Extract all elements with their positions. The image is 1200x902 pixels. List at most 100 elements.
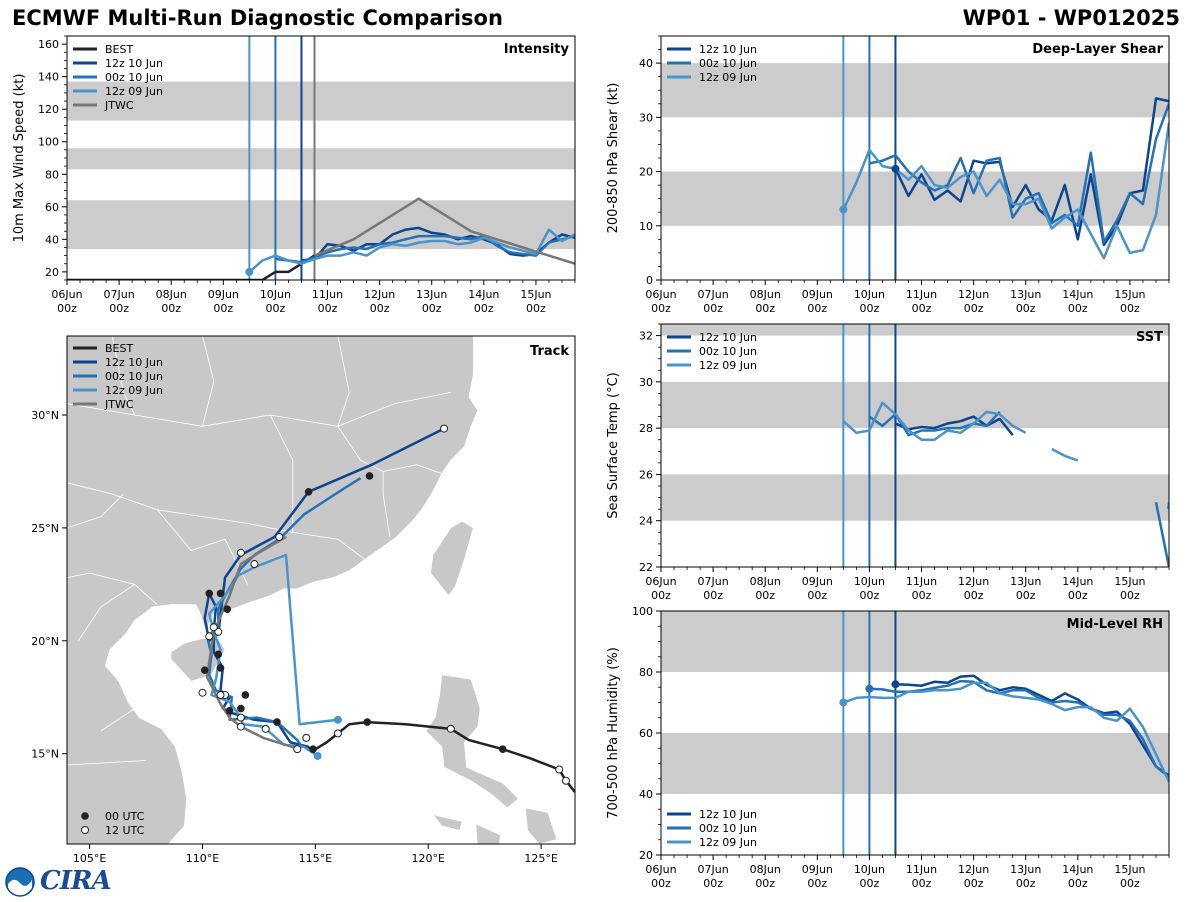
track-marker-00z-3 xyxy=(273,718,281,726)
track-ytick-label-0: 15°N xyxy=(31,748,59,761)
track-marker-legend-00z xyxy=(81,812,89,820)
sst-ytick-label-1: 24 xyxy=(639,515,653,528)
track-panel: 105°E 110°E 115°E 120°E 125°E 15°N 20°N 25°N 30°… xyxy=(31,335,576,865)
rh-xtick-hour-6: 00z xyxy=(964,877,984,890)
rh-band-1 xyxy=(661,611,1169,672)
intensity-xtick-hour-6: 00z xyxy=(370,302,390,315)
rh-xtick-hour-1: 00z xyxy=(703,877,723,890)
track-legend-label-1: 12z 10 Jun xyxy=(105,356,163,369)
intensity-series-4 xyxy=(314,197,575,265)
track-marker-12z-0 xyxy=(555,765,564,774)
land-7 xyxy=(431,813,463,831)
intensity-xtick-date-3: 09Jun xyxy=(208,288,239,301)
shear-band-1 xyxy=(661,63,1169,118)
shear-band-0 xyxy=(661,171,1169,226)
sst-xtick-date-1: 07Jun xyxy=(698,575,729,588)
intensity-ylabel: 10m Max Wind Speed (kt) xyxy=(12,74,27,243)
intensity-xtick-date-7: 13Jun xyxy=(416,288,447,301)
sst-xtick-date-5: 11Jun xyxy=(906,575,937,588)
rh-xtick-hour-2: 00z xyxy=(755,877,775,890)
sst-frame xyxy=(660,323,1170,568)
intensity-xtick-hour-2: 00z xyxy=(161,302,181,315)
track-marker-12z-4 xyxy=(302,733,311,742)
track-marker-00z-14 xyxy=(365,472,374,480)
sst-xtick-hour-4: 00z xyxy=(860,589,880,602)
intensity-ytick-label-0: 20 xyxy=(45,266,59,279)
sst-xtick-date-3: 09Jun xyxy=(802,575,833,588)
rh-xtick-hour-0: 00z xyxy=(651,877,671,890)
intensity-panel: 2040608010012014016006Jun00z07Jun00z08Ju… xyxy=(12,35,576,315)
province-border-13 xyxy=(100,708,135,732)
track-marker-00z-4 xyxy=(241,691,250,699)
sst-xtick-hour-3: 00z xyxy=(807,589,827,602)
track-xtick-label-2: 115°E xyxy=(299,852,332,865)
track-marker-00z-12 xyxy=(223,605,232,613)
track-marker-12z-17 xyxy=(275,532,284,541)
rh-ytick-label-1: 40 xyxy=(639,788,653,801)
intensity-ytick-label-4: 100 xyxy=(38,136,59,149)
intensity-band-2 xyxy=(67,81,575,121)
shear-legend-label-0: 12z 10 Jun xyxy=(699,43,757,56)
sst-xtick-date-2: 08Jun xyxy=(750,575,781,588)
rh-init-point-2 xyxy=(891,680,900,689)
track-marker-12z-1 xyxy=(561,776,570,785)
intensity-title: Intensity xyxy=(504,42,570,57)
intensity-xtick-hour-5: 00z xyxy=(318,302,338,315)
shear-xtick-date-9: 15Jun xyxy=(1114,288,1145,301)
track-marker-12z-5 xyxy=(293,745,302,754)
shear-xtick-date-1: 07Jun xyxy=(698,288,729,301)
main-title: ECMWF Multi-Run Diagnostic Comparison xyxy=(12,6,503,30)
track-marker-00z-7 xyxy=(216,664,225,672)
sst-xtick-hour-7: 00z xyxy=(1016,589,1036,602)
rh-ytick-label-2: 60 xyxy=(639,727,653,740)
shear-xtick-date-4: 10Jun xyxy=(854,288,885,301)
shear-xtick-hour-6: 00z xyxy=(964,302,984,315)
shear-xtick-date-0: 06Jun xyxy=(645,288,676,301)
sst-xtick-date-0: 06Jun xyxy=(645,575,676,588)
shear-xtick-date-2: 08Jun xyxy=(750,288,781,301)
track-xtick-label-0: 105°E xyxy=(73,852,106,865)
track-legend-label-3: 12z 09 Jun xyxy=(105,384,163,397)
track-marker-12z-15 xyxy=(236,548,245,557)
rh-xtick-date-8: 14Jun xyxy=(1062,863,1093,876)
intensity-ytick-label-2: 60 xyxy=(45,201,59,214)
rh-legend-label-2: 12z 09 Jun xyxy=(699,836,757,849)
rh-series-2 xyxy=(842,681,1169,783)
rh-plot-area xyxy=(661,611,1169,855)
intensity-xtick-date-9: 15Jun xyxy=(520,288,551,301)
track-marker-00z-10 xyxy=(205,589,214,598)
rh-xtick-date-2: 08Jun xyxy=(750,863,781,876)
track-marker-00z-8 xyxy=(214,650,223,659)
track-series-4 xyxy=(205,535,300,751)
sst-legend-label-1: 00z 10 Jun xyxy=(699,345,757,358)
sst-xtick-hour-2: 00z xyxy=(755,589,775,602)
shear-xtick-hour-2: 00z xyxy=(755,302,775,315)
sst-xtick-date-8: 14Jun xyxy=(1062,575,1093,588)
track-marker-12z-10 xyxy=(216,690,225,699)
track-ytick-label-2: 25°N xyxy=(31,522,59,535)
province-border-14 xyxy=(67,760,147,766)
intensity-series-2 xyxy=(275,234,575,264)
intensity-legend-label-3: 12z 09 Jun xyxy=(105,85,163,98)
province-border-4 xyxy=(269,414,294,533)
shear-xtick-hour-8: 00z xyxy=(1068,302,1088,315)
rh-xtick-hour-9: 00z xyxy=(1120,877,1140,890)
province-border-7 xyxy=(337,336,350,427)
intensity-xtick-hour-7: 00z xyxy=(422,302,442,315)
intensity-xtick-date-5: 11Jun xyxy=(312,288,343,301)
cira-logo-text: CIRA xyxy=(40,866,112,896)
sst-legend-label-0: 12z 10 Jun xyxy=(699,331,757,344)
storm-id: WP01 - WP012025 xyxy=(962,6,1180,30)
shear-xtick-date-3: 09Jun xyxy=(802,288,833,301)
track-title: Track xyxy=(530,344,569,359)
province-border-9 xyxy=(111,336,136,416)
shear-legend-label-1: 00z 10 Jun xyxy=(699,57,757,70)
province-border-1 xyxy=(67,482,203,517)
shear-xtick-date-5: 11Jun xyxy=(906,288,937,301)
province-border-8 xyxy=(202,336,215,427)
shear-plot-area xyxy=(661,36,1169,280)
intensity-plot-area xyxy=(67,36,575,280)
sst-series-3 xyxy=(1051,447,1079,462)
sst-plot-area xyxy=(661,324,1169,567)
